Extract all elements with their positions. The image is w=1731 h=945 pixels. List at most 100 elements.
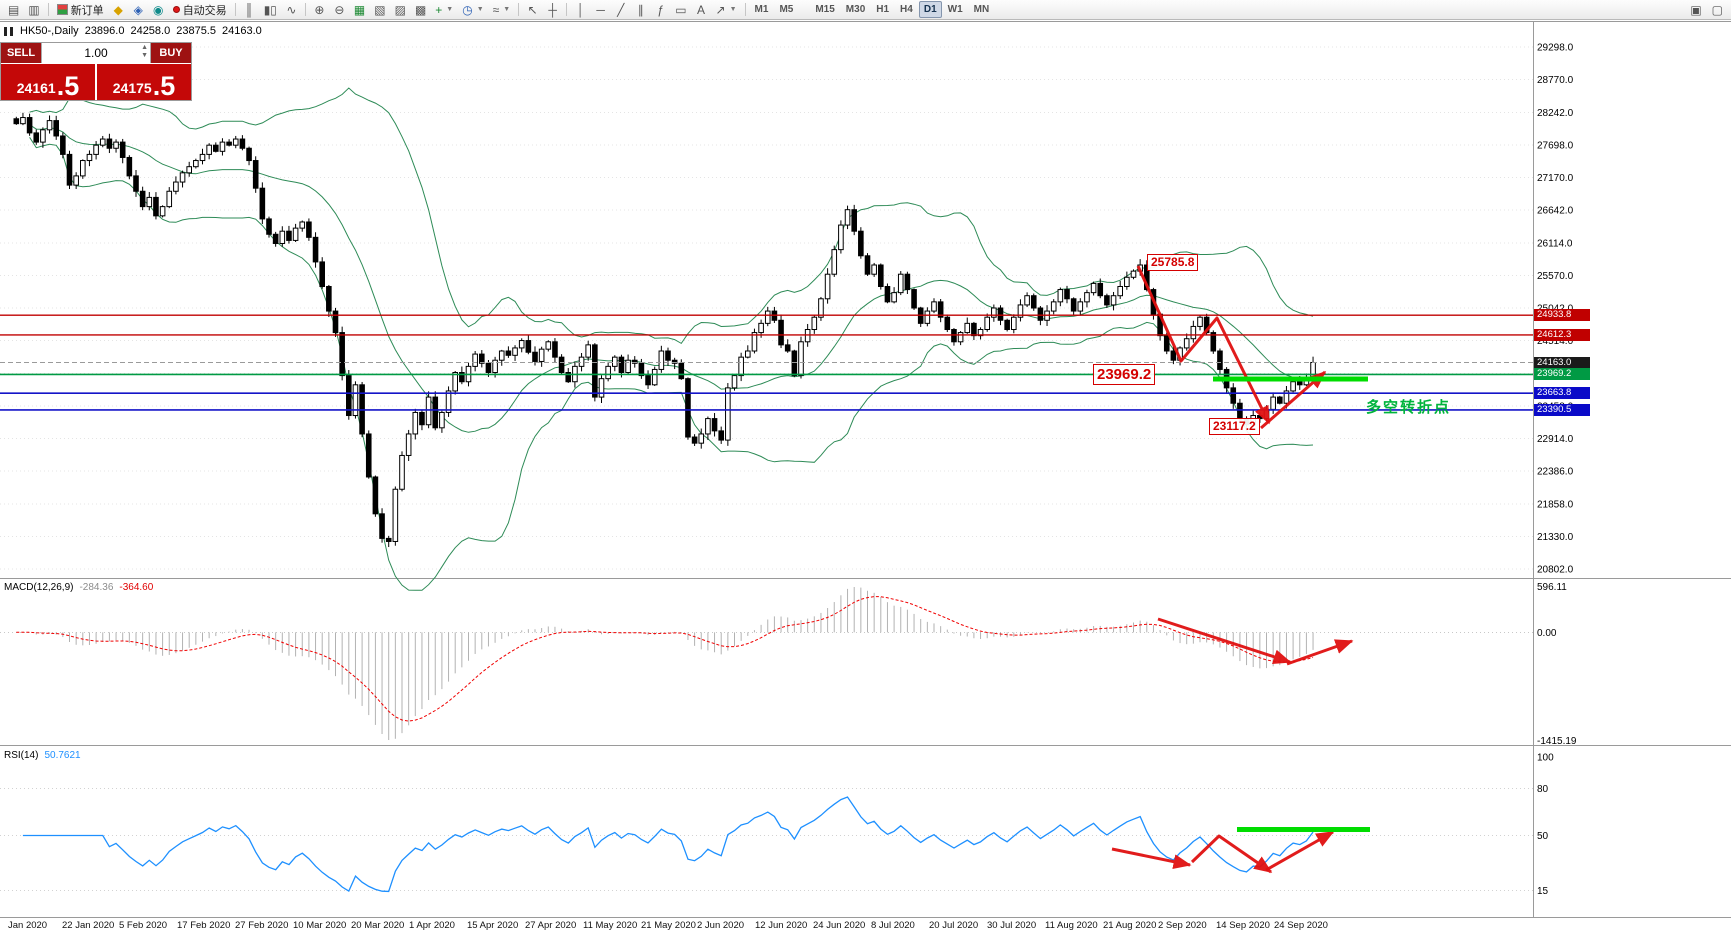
horizontal-line-tool-icon[interactable]: ─ — [596, 2, 605, 17]
vertical-line-tool-icon[interactable]: │ — [576, 2, 585, 17]
date-label: 27 Feb 2020 — [235, 920, 289, 931]
buy-price-frac: .5 — [152, 70, 176, 101]
svg-text:25570.0: 25570.0 — [1537, 271, 1574, 282]
fibonacci-tool-icon[interactable]: ƒ — [657, 2, 665, 17]
zoom-out-icon[interactable]: ⊖ — [334, 2, 345, 17]
svg-text:15: 15 — [1537, 886, 1549, 897]
data-window-icon[interactable]: ▥ — [28, 2, 40, 17]
spinner-down-icon[interactable]: ▼ — [141, 52, 148, 59]
svg-text:20802.0: 20802.0 — [1537, 565, 1574, 576]
tf-button-h1[interactable]: H1 — [876, 4, 890, 15]
rsi-value: 50.7621 — [44, 750, 81, 761]
volume-value[interactable]: 1.00 — [84, 46, 108, 60]
date-label: 22 Jan 2020 — [62, 920, 115, 931]
toolbar-separator — [47, 3, 49, 16]
macd-panel-header: MACD(12,26,9) -284.36 -364.60 — [4, 582, 153, 593]
date-label: 24 Sep 2020 — [1274, 920, 1328, 931]
date-label: 15 Apr 2020 — [467, 920, 519, 931]
low-value: 23875.5 — [176, 25, 216, 37]
navigator-icon[interactable]: ◈ — [133, 2, 143, 17]
toolbar-separator — [304, 3, 306, 16]
cursor-tool-icon[interactable]: ↖ — [527, 2, 538, 17]
toolbar-separator — [234, 3, 236, 16]
candlestick-chart-type-icon[interactable]: ▮▯ — [263, 2, 277, 17]
buy-price-button[interactable]: 24175.5 — [97, 64, 191, 100]
tf-button-m15[interactable] — [799, 1, 809, 18]
tf-button-h4[interactable]: H4 — [900, 4, 913, 15]
line-chart-type-icon[interactable]: ∿ — [286, 2, 297, 17]
pivot-price-annotation[interactable]: 23969.2 — [1093, 364, 1156, 385]
bar-chart-type-icon[interactable]: ║ — [244, 2, 254, 17]
date-label: 2 Sep 2020 — [1158, 920, 1207, 931]
svg-text:100: 100 — [1537, 753, 1554, 764]
volume-input[interactable]: 1.00 ▲ ▼ — [41, 43, 151, 63]
svg-text:22914.0: 22914.0 — [1537, 434, 1574, 445]
svg-text:25042.0: 25042.0 — [1537, 304, 1574, 315]
macd-signal-value: -364.60 — [119, 582, 154, 593]
candlestick-mini-icon — [4, 26, 13, 36]
chart-window-icon[interactable]: ▤ — [8, 2, 20, 17]
tf-button-m15[interactable]: M15 — [815, 4, 835, 15]
shapes-tool-icon[interactable]: ▭ — [675, 2, 687, 17]
pivot-note-annotation[interactable]: 多空转折点 — [1366, 399, 1452, 416]
svg-text:27698.0: 27698.0 — [1537, 140, 1574, 151]
tile-vertical-icon[interactable]: ▩ — [414, 2, 427, 17]
tf-button-m1[interactable]: M1 — [754, 4, 769, 15]
price-tag: 24612.3 — [1534, 328, 1590, 341]
tile-horizontal-icon[interactable]: ▨ — [394, 2, 406, 17]
text-tool-icon[interactable]: A — [697, 2, 706, 17]
auto-trading-button[interactable]: 自动交易 — [169, 1, 231, 18]
volume-spinner[interactable]: ▲ ▼ — [141, 44, 148, 60]
svg-text:50: 50 — [1537, 831, 1549, 842]
date-label: 20 Jul 2020 — [929, 920, 979, 931]
macd-title: MACD(12,26,9) — [4, 582, 74, 593]
price-tag: 23663.8 — [1534, 387, 1590, 400]
tf-button-m30[interactable]: M30 — [845, 4, 866, 15]
svg-text:-1415.19: -1415.19 — [1537, 736, 1577, 747]
sell-price-button[interactable]: 24161.5 — [1, 64, 95, 100]
arrange-windows-icon[interactable]: ▧ — [374, 2, 386, 17]
trendline-tool-icon[interactable]: ╱ — [617, 2, 625, 17]
date-label: 20 Mar 2020 — [351, 920, 405, 931]
spinner-up-icon[interactable]: ▲ — [141, 44, 148, 51]
indicators-menu-icon[interactable]: ≈ ▼ — [492, 2, 511, 17]
symbol-period-label: HK50-,Daily — [20, 25, 79, 37]
channel-tool-icon[interactable]: ∥ — [637, 2, 644, 17]
price-tag: 23969.2 — [1534, 368, 1590, 381]
svg-text:28770.0: 28770.0 — [1537, 75, 1574, 86]
date-label: 2 Jun 2020 — [697, 920, 745, 931]
chevron-down-icon: ▼ — [503, 6, 511, 13]
arrows-tool-icon[interactable]: ↗ ▼ — [715, 2, 737, 17]
sell-button[interactable]: SELL — [1, 43, 41, 63]
date-label: 17 Feb 2020 — [177, 920, 231, 931]
svg-text:27170.0: 27170.0 — [1537, 173, 1574, 184]
crosshair-tool-icon[interactable]: ┼ — [548, 2, 557, 17]
swing-high-annotation[interactable]: 25785.8 — [1147, 254, 1199, 271]
new-chart-icon[interactable]: + ▼ — [435, 2, 454, 17]
date-label: 14 Sep 2020 — [1216, 920, 1270, 931]
zoom-in-icon[interactable]: ⊕ — [314, 2, 325, 17]
terminal-icon[interactable]: ◉ — [152, 2, 164, 17]
svg-text:80: 80 — [1537, 784, 1549, 795]
date-label: 27 Apr 2020 — [525, 920, 577, 931]
tf-button-d1[interactable]: D1 — [918, 1, 942, 18]
new-order-button[interactable]: 新订单 — [53, 1, 108, 18]
tf-button-mn[interactable]: MN — [973, 4, 990, 15]
tile-windows-icon[interactable]: ▦ — [353, 2, 366, 17]
tf-button-m5[interactable]: M5 — [779, 4, 794, 15]
timeframe-menu-icon[interactable]: ◷ ▼ — [462, 2, 484, 17]
buy-button[interactable]: BUY — [151, 43, 191, 63]
chevron-down-icon: ▼ — [476, 6, 484, 13]
buy-price-int: 24175 — [112, 80, 152, 96]
sell-price-int: 24161 — [16, 80, 56, 96]
svg-text:29298.0: 29298.0 — [1537, 43, 1574, 54]
history-center-icon[interactable]: ◆ — [113, 2, 123, 17]
swing-low-annotation[interactable]: 23117.2 — [1209, 418, 1260, 435]
new-order-icon — [56, 4, 68, 15]
tf-button-w1[interactable]: W1 — [947, 4, 963, 15]
docking-icon[interactable]: ▣ — [1690, 2, 1702, 17]
fullscreen-icon[interactable]: ▢ — [1711, 2, 1723, 17]
high-value: 24258.0 — [130, 25, 171, 37]
date-label: 21 Aug 2020 — [1103, 920, 1157, 931]
